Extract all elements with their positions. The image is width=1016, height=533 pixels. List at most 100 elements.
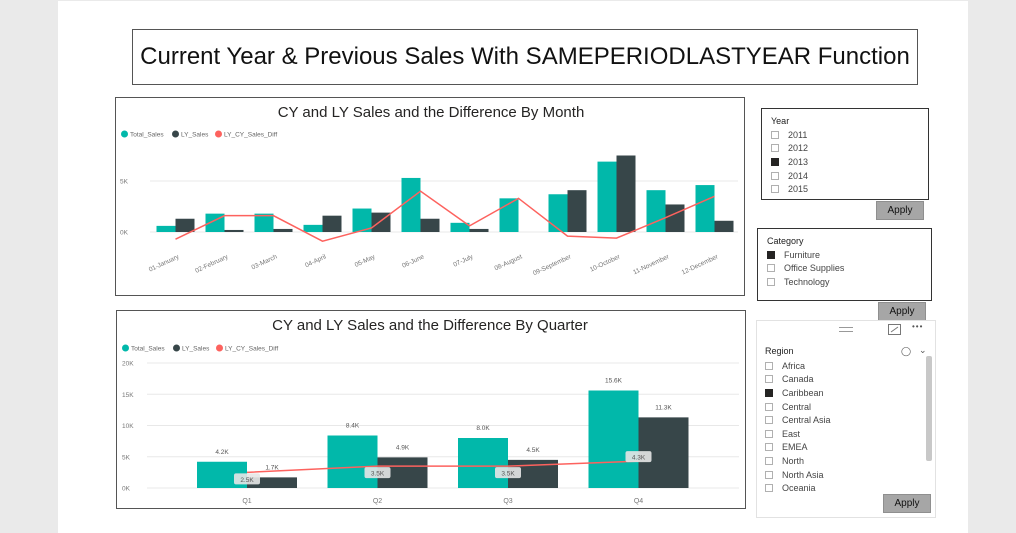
x-tick-label: Q2 (373, 498, 382, 505)
data-label-diff: 3.5K (371, 471, 385, 478)
checkbox-icon[interactable] (771, 157, 779, 166)
y-tick-label: 20K (122, 361, 134, 368)
x-tick-label: 12-December (681, 253, 720, 276)
checkbox-icon[interactable] (765, 416, 773, 425)
quarterly-chart-title: CY and LY Sales and the Difference By Qu… (272, 317, 588, 334)
checkbox-icon[interactable] (765, 470, 773, 479)
checkbox-icon[interactable] (765, 456, 773, 465)
data-label-ly-sales: 11.3K (655, 404, 672, 411)
bar-total-sales (156, 225, 176, 232)
category-option[interactable]: Furniture (767, 248, 844, 262)
drag-handle-icon[interactable] (839, 327, 853, 332)
x-tick-label: Q3 (503, 498, 512, 505)
monthly-chart-svg: CY and LY Sales and the Difference By Mo… (120, 104, 738, 277)
checkbox-icon[interactable] (771, 130, 779, 139)
x-tick-label: 03-March (250, 253, 278, 271)
data-label-diff: 3.5K (501, 471, 515, 478)
category-apply-button[interactable]: Apply (878, 302, 926, 321)
region-option[interactable]: EMEA (765, 441, 831, 455)
quarterly-chart[interactable]: CY and LY Sales and the Difference By Qu… (116, 310, 746, 509)
checkbox-icon[interactable] (765, 443, 773, 452)
category-option[interactable]: Technology (767, 275, 844, 289)
data-label-total-sales: 4.2K (215, 449, 229, 456)
region-option[interactable]: North Asia (765, 468, 831, 482)
quarterly-chart-svg: CY and LY Sales and the Difference By Qu… (122, 317, 739, 505)
y-tick-label: 5K (122, 454, 131, 461)
option-label: Africa (782, 360, 806, 371)
monthly-chart-title: CY and LY Sales and the Difference By Mo… (278, 104, 585, 121)
checkbox-icon[interactable] (765, 388, 773, 397)
x-tick-label: 04-April (304, 253, 328, 269)
option-label: Central (782, 401, 812, 412)
region-option[interactable]: Africa (765, 359, 831, 373)
region-option[interactable]: Central (765, 400, 831, 414)
checkbox-icon[interactable] (765, 402, 773, 411)
diff-line (246, 460, 639, 474)
region-apply-button[interactable]: Apply (883, 494, 931, 513)
checkbox-icon[interactable] (767, 264, 775, 273)
data-label-diff: 2.5K (240, 477, 254, 484)
year-slicer-title: Year (771, 116, 790, 126)
year-option[interactable]: 2011 (771, 128, 808, 142)
focus-mode-icon[interactable] (888, 324, 901, 335)
option-label: EMEA (782, 442, 808, 453)
bar-total-sales (597, 161, 617, 232)
year-slicer: Year 2011 2012 2013 2014 2015 (761, 108, 929, 200)
year-option[interactable]: 2014 (771, 169, 808, 183)
category-slicer-list: Furniture Office Supplies Technology (767, 248, 844, 289)
checkbox-icon[interactable] (767, 277, 775, 286)
option-label: Canada (782, 374, 814, 385)
legend-label: Total_Sales (130, 132, 164, 139)
option-label: Office Supplies (784, 263, 845, 274)
legend-label: LY_CY_Sales_Diff (225, 346, 278, 353)
checkbox-icon[interactable] (771, 171, 779, 180)
bar-ly-sales (567, 190, 587, 232)
legend-label: Total_Sales (131, 346, 165, 353)
year-option[interactable]: 2015 (771, 182, 808, 196)
chevron-down-icon[interactable]: ⌄ (919, 345, 927, 355)
category-slicer-title: Category (767, 236, 804, 246)
monthly-chart[interactable]: CY and LY Sales and the Difference By Mo… (115, 97, 745, 296)
year-apply-button[interactable]: Apply (876, 201, 924, 220)
region-option[interactable]: Oceania (765, 481, 831, 495)
year-option[interactable]: 2013 (771, 155, 808, 169)
x-tick-label: 01-January (148, 253, 181, 273)
eraser-icon[interactable]: ◯ (901, 346, 912, 356)
data-label-ly-sales: 4.5K (526, 447, 540, 454)
region-option[interactable]: Canada (765, 373, 831, 387)
y-tick-label: 10K (122, 423, 134, 430)
bar-ly-sales (714, 220, 734, 232)
data-label-total-sales: 8.4K (346, 423, 360, 430)
bar-total-sales (695, 185, 715, 232)
x-tick-label: 08-August (494, 253, 524, 272)
legend-marker (172, 130, 179, 138)
more-options-icon[interactable]: ••• (912, 322, 924, 331)
legend-marker (173, 344, 180, 352)
checkbox-icon[interactable] (771, 185, 779, 194)
year-option[interactable]: 2012 (771, 142, 808, 156)
legend-label: LY_Sales (181, 132, 209, 139)
region-option[interactable]: Caribbean (765, 386, 831, 400)
region-option[interactable]: North (765, 454, 831, 468)
checkbox-icon[interactable] (767, 250, 775, 259)
x-tick-label: 02-February (194, 253, 230, 275)
checkbox-icon[interactable] (765, 484, 773, 493)
checkbox-icon[interactable] (765, 375, 773, 384)
diff-label-bg (364, 467, 391, 479)
diff-line (175, 190, 715, 242)
bar-total-sales (303, 224, 323, 232)
category-option[interactable]: Office Supplies (767, 262, 844, 276)
diff-label-bg (495, 467, 521, 479)
checkbox-icon[interactable] (765, 361, 773, 370)
region-option[interactable]: East (765, 427, 831, 441)
diff-label-bg (625, 451, 652, 463)
region-scrollbar[interactable] (926, 356, 932, 461)
checkbox-icon[interactable] (765, 429, 773, 438)
data-label-total-sales: 15.6K (605, 378, 623, 385)
option-label: Caribbean (782, 387, 824, 398)
region-option[interactable]: Central Asia (765, 413, 831, 427)
x-tick-label: Q4 (634, 498, 643, 505)
option-label: 2013 (788, 156, 809, 167)
bar-total-sales (254, 213, 274, 232)
checkbox-icon[interactable] (771, 144, 779, 153)
